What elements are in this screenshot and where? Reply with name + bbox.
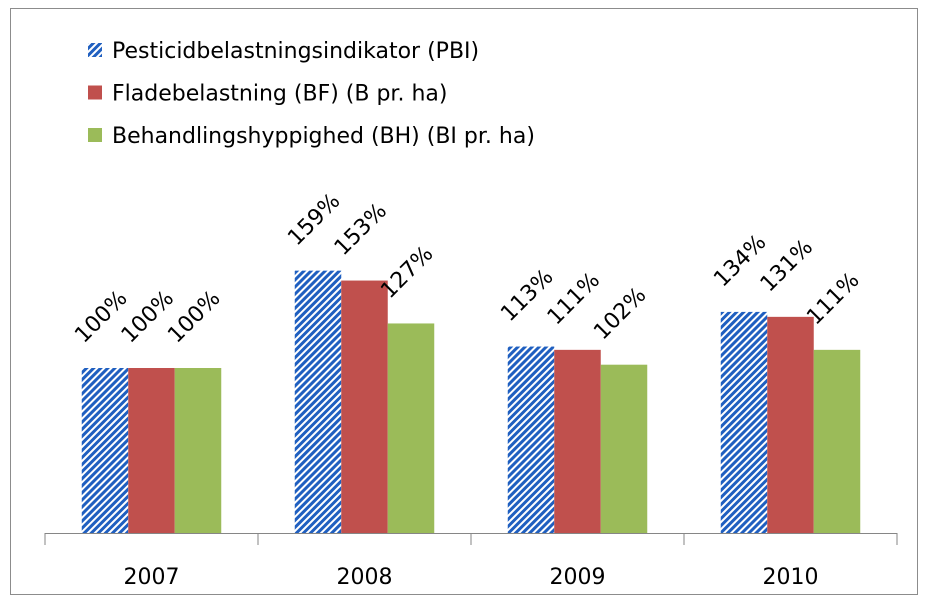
legend-label: Behandlingshyppighed (BH) (BI pr. ha) xyxy=(112,124,535,149)
bar xyxy=(600,364,648,533)
legend-label: Pesticidbelastningsindikator (PBI) xyxy=(112,39,479,64)
bar xyxy=(81,368,129,533)
bar xyxy=(294,270,342,533)
bar xyxy=(128,368,175,533)
bar xyxy=(720,311,768,533)
legend-swatch xyxy=(88,43,102,57)
legend-swatch xyxy=(88,128,102,142)
legend-swatch xyxy=(88,85,102,100)
x-tick-label: 2007 xyxy=(124,565,180,590)
x-tick-label: 2010 xyxy=(763,565,819,590)
bar xyxy=(767,316,814,533)
bar xyxy=(341,280,388,533)
legend-label: Fladebelastning (BF) (B pr. ha) xyxy=(112,82,447,107)
bar xyxy=(507,346,555,533)
bar xyxy=(387,323,435,533)
bar xyxy=(813,349,861,533)
bar xyxy=(174,368,222,533)
x-tick-label: 2009 xyxy=(550,565,606,590)
bar xyxy=(554,349,601,533)
x-tick-label: 2008 xyxy=(337,565,393,590)
